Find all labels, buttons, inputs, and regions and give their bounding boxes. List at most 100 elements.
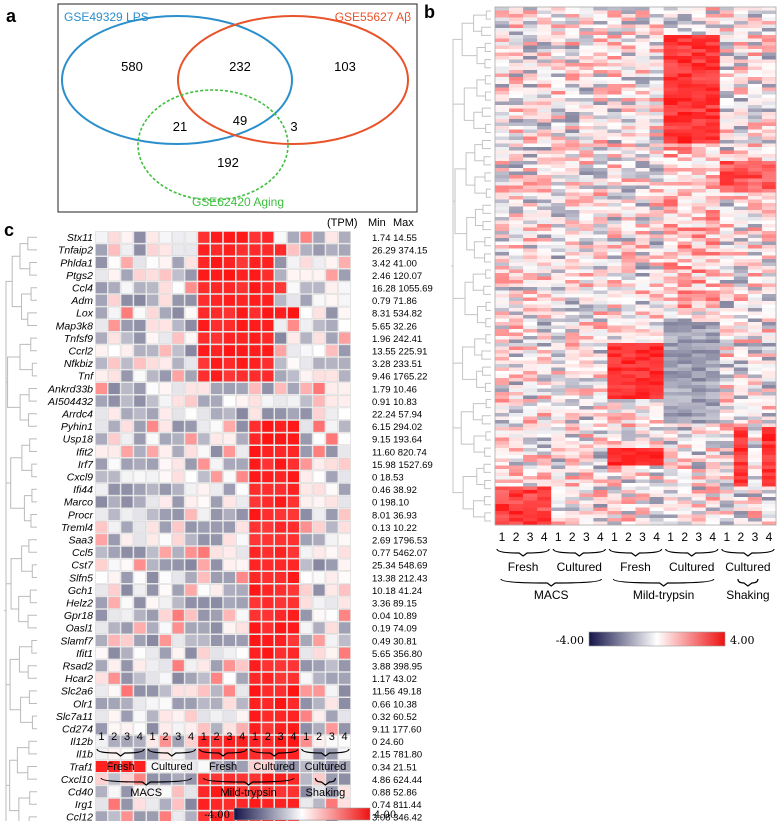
heat-cell-b (691, 220, 707, 225)
heat-cell (133, 533, 146, 546)
heat-cell (197, 722, 210, 735)
heat-cell-b (761, 45, 777, 50)
heat-cell-b (719, 42, 735, 46)
heat-cell-b (761, 518, 777, 522)
heat-cell (299, 520, 313, 534)
heat-cell-b (733, 434, 749, 438)
heat-cell (159, 495, 172, 509)
heat-cell-b (649, 87, 664, 92)
heat-cell-b (761, 150, 777, 155)
heat-cell-b (649, 374, 664, 379)
heat-cell-b (607, 483, 622, 487)
heat-cell-b (747, 115, 763, 120)
heat-cell (312, 634, 326, 647)
heat-cell (261, 243, 274, 257)
heat-cell-b (593, 392, 608, 396)
heat-cell-b (677, 35, 692, 39)
heat-cell-b (565, 220, 580, 225)
heat-cell-b (579, 416, 594, 421)
heat-cell-b (719, 367, 735, 372)
heat-cell-b (565, 336, 580, 340)
heat-cell-b (691, 451, 707, 456)
heat-cell-b (677, 119, 692, 123)
heat-cell-b (705, 49, 721, 53)
heat-cell-b (593, 448, 608, 452)
heat-cell (261, 785, 274, 798)
heat-cell-b (537, 423, 552, 428)
header-max: Max (393, 217, 414, 229)
heat-cell-b (551, 206, 566, 211)
heat-cell (274, 382, 287, 395)
heat-cell-b (523, 325, 538, 330)
heat-cell-b (691, 497, 707, 501)
heat-cell (108, 684, 121, 697)
heat-cell (312, 420, 326, 433)
heat-cell-b (761, 227, 777, 232)
heat-cell-b (593, 80, 608, 85)
heat-cell-b (495, 70, 510, 74)
heat-cell-b (551, 493, 566, 498)
heat-cell (287, 735, 300, 748)
heat-cell (172, 382, 185, 395)
heat-cell-b (705, 157, 721, 162)
heat-cell-b (509, 224, 524, 228)
heat-cell (236, 281, 249, 294)
heat-cell-b (537, 406, 552, 410)
heat-cell-b (607, 476, 622, 480)
heat-cell-b (621, 395, 636, 400)
heat-cell-b (635, 87, 650, 92)
gene-label: Slamf7 (60, 635, 94, 647)
heat-cell-b (593, 273, 608, 277)
heat-cell-b (663, 227, 678, 232)
heat-cell-b (705, 147, 721, 151)
heat-cell-b (621, 420, 636, 424)
heat-cell-b (747, 346, 763, 351)
heat-cell-b (607, 500, 622, 505)
heat-cell-b (663, 91, 678, 95)
heat-cell-b (691, 437, 707, 442)
heat-cell-b (635, 84, 650, 88)
heat-cell (210, 735, 223, 748)
heat-cell-b (593, 10, 608, 15)
heat-cell-b (761, 7, 777, 11)
dendrogram-branch (483, 463, 491, 473)
heat-cell-b (705, 171, 721, 176)
heat-cell (159, 331, 172, 345)
heat-cell-b (747, 196, 763, 200)
heat-cell-b (495, 122, 510, 127)
heat-cell-b (537, 171, 552, 176)
heat-cell-b (663, 388, 678, 393)
heat-cell-b (761, 91, 777, 95)
heat-cell (338, 672, 351, 685)
heat-cell-b (677, 161, 692, 165)
heat-cell-b (579, 192, 594, 197)
gene-label: Ccrl2 (68, 346, 93, 358)
heat-cell-b (593, 112, 608, 116)
heat-cell-b (565, 133, 580, 137)
heat-cell-b (677, 136, 692, 141)
heat-cell-b (649, 28, 664, 32)
heat-cell-b (593, 31, 608, 36)
heat-cell-b (537, 322, 552, 326)
heat-cell-b (719, 238, 735, 242)
heat-cell (159, 634, 172, 647)
heat-cell-b (691, 35, 707, 39)
heat-cell-b (551, 66, 566, 71)
gene-label: Helz2 (66, 598, 93, 610)
column-number: 4 (653, 530, 660, 544)
heat-cell-b (649, 276, 664, 281)
heat-cell-b (607, 185, 622, 190)
heat-cell-b (663, 448, 678, 452)
heat-cell (223, 231, 236, 244)
heat-cell-b (579, 234, 594, 239)
heat-cell (299, 357, 313, 370)
heat-cell-b (635, 206, 650, 211)
heat-cell (184, 609, 198, 622)
heat-cell-b (677, 490, 692, 494)
heat-cell-b (649, 45, 664, 50)
heat-cell-b (579, 339, 594, 344)
gene-min-max: 0.66 10.38 (372, 699, 417, 710)
heat-cell-b (733, 147, 749, 151)
heat-cell (325, 231, 338, 244)
heat-cell-b (593, 266, 608, 270)
